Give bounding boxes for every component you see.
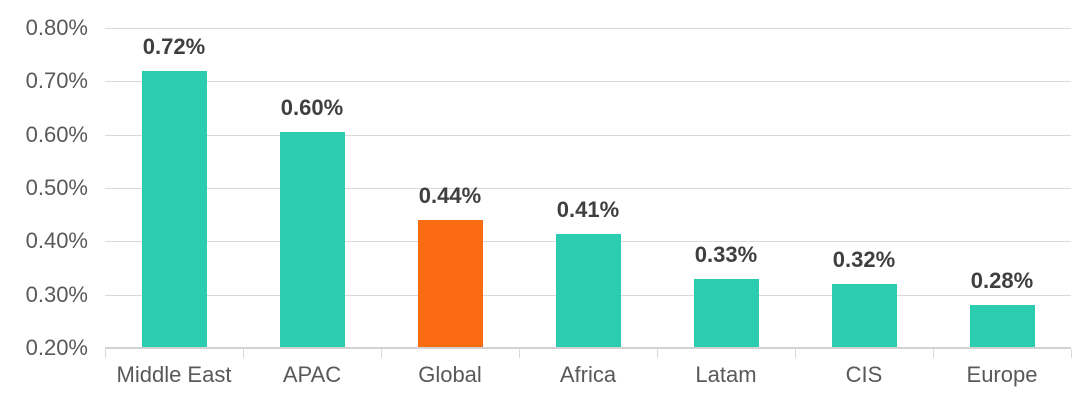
x-axis-tick xyxy=(1071,349,1072,358)
bar-cis xyxy=(831,284,897,348)
bar-africa xyxy=(555,234,621,348)
gridline xyxy=(105,81,1071,83)
x-tick-label-middle-east: Middle East xyxy=(116,362,232,387)
data-label-europe: 0.28% xyxy=(970,268,1034,294)
data-label-africa: 0.41% xyxy=(556,197,620,223)
bar-europe xyxy=(969,305,1035,348)
y-tick-label: 0.20% xyxy=(25,335,88,360)
bar-global xyxy=(417,220,483,348)
y-tick-label: 0.30% xyxy=(25,281,88,307)
gridline xyxy=(105,188,1071,189)
x-axis-tick xyxy=(243,349,244,358)
x-tick-label-cis: CIS xyxy=(845,362,883,387)
y-tick-label: 0.60% xyxy=(25,121,88,147)
y-tick-label: 0.40% xyxy=(25,228,88,254)
y-tick-label: 0.70% xyxy=(25,68,88,94)
x-axis-tick xyxy=(657,349,658,358)
bar-latam xyxy=(693,278,759,348)
x-axis-tick xyxy=(519,349,520,358)
gridline xyxy=(105,134,1071,136)
data-label-latam: 0.33% xyxy=(694,241,758,267)
data-label-cis: 0.32% xyxy=(832,247,896,272)
x-tick-label-europe: Europe xyxy=(966,362,1038,387)
x-axis-tick xyxy=(795,349,796,358)
x-axis-line xyxy=(105,347,1071,349)
bar-middle-east xyxy=(141,70,207,348)
data-label-apac: 0.60% xyxy=(280,95,344,120)
y-tick-label: 0.50% xyxy=(25,175,88,200)
x-tick-label-latam: Latam xyxy=(695,362,757,387)
data-label-global: 0.44% xyxy=(418,183,482,208)
data-label-middle-east: 0.72% xyxy=(142,33,206,59)
x-tick-label-global: Global xyxy=(418,362,482,387)
x-tick-label-africa: Africa xyxy=(559,362,617,387)
x-axis-tick xyxy=(105,349,106,358)
x-axis-tick xyxy=(381,349,382,358)
y-tick-label: 0.80% xyxy=(25,15,88,40)
x-tick-label-apac: APAC xyxy=(282,362,342,387)
gridline xyxy=(105,28,1071,29)
x-axis-tick xyxy=(933,349,934,358)
bar-apac xyxy=(279,132,345,348)
